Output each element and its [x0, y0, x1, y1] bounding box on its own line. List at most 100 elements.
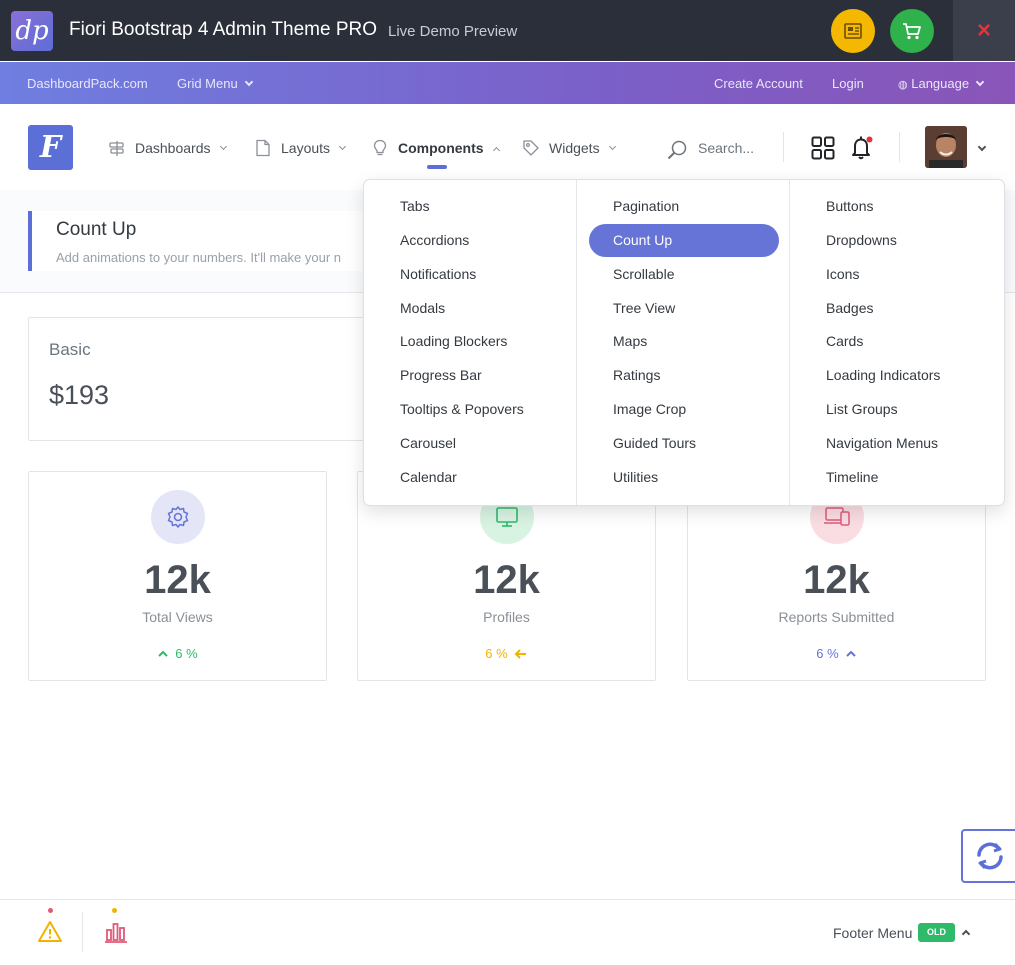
chevron-down-icon: [219, 142, 227, 150]
menu-item-calendar[interactable]: Calendar: [400, 469, 457, 485]
dropdown-column-3: Buttons Dropdowns Icons Badges Cards Loa…: [790, 180, 1004, 505]
stat-change-value: 6 %: [816, 646, 839, 661]
basic-count-card: Basic $193: [28, 317, 368, 441]
menu-item-tooltips-popovers[interactable]: Tooltips & Popovers: [400, 401, 524, 417]
cart-button[interactable]: [890, 9, 934, 53]
chevron-down-icon: [975, 77, 985, 87]
menu-item-cards[interactable]: Cards: [826, 333, 864, 349]
notification-dot: [48, 908, 53, 913]
menu-item-notifications[interactable]: Notifications: [400, 266, 477, 282]
notification-dot: [112, 908, 117, 913]
menu-item-guided-tours[interactable]: Guided Tours: [613, 435, 697, 451]
nav-components[interactable]: Components: [371, 139, 500, 157]
language-link[interactable]: ◍ Language: [898, 76, 985, 91]
refresh-button[interactable]: [961, 829, 1015, 883]
menu-item-image-crop[interactable]: Image Crop: [613, 401, 687, 417]
stat-change: 6 %: [358, 646, 655, 661]
header-divider: [899, 132, 900, 162]
page-description: Add animations to your numbers. It'll ma…: [56, 250, 342, 265]
login-link[interactable]: Login: [832, 76, 864, 91]
stat-label: Reports Submitted: [778, 609, 895, 625]
menu-item-dropdowns[interactable]: Dropdowns: [826, 232, 897, 248]
basic-card-value: $193: [49, 380, 110, 410]
grid-apps-icon[interactable]: [811, 136, 835, 165]
bell-icon[interactable]: [850, 134, 874, 167]
chevron-down-icon: [608, 142, 616, 150]
menu-item-tabs[interactable]: Tabs: [400, 198, 430, 214]
old-badge: OLD: [918, 923, 955, 942]
active-nav-indicator: [427, 165, 447, 169]
menu-item-pagination[interactable]: Pagination: [613, 198, 680, 214]
menu-item-icons[interactable]: Icons: [826, 266, 860, 282]
chevron-up-icon[interactable]: [961, 929, 971, 939]
tag-icon: [522, 139, 540, 157]
create-account-link[interactable]: Create Account: [714, 76, 803, 91]
globe-icon: ◍: [898, 79, 908, 91]
menu-item-progress-bar[interactable]: Progress Bar: [400, 367, 482, 383]
search-input[interactable]: Search...: [698, 140, 755, 156]
stat-change: 6 %: [29, 646, 326, 661]
stat-card-total-views: 12k Total Views 6 %: [28, 471, 327, 681]
brand-logo[interactable]: F: [28, 125, 73, 170]
dashboardpack-link[interactable]: DashboardPack.com: [27, 76, 148, 91]
newspaper-icon: [844, 23, 862, 39]
header-divider: [783, 132, 784, 162]
stat-change-value: 6 %: [175, 646, 198, 661]
bar-chart-icon[interactable]: [103, 919, 129, 945]
close-preview-button[interactable]: ×: [953, 0, 1015, 61]
search-icon[interactable]: [666, 139, 688, 166]
menu-item-navigation-menus[interactable]: Navigation Menus: [826, 435, 939, 451]
basic-card-label: Basic: [49, 340, 91, 359]
arrow-up-icon: [845, 650, 856, 657]
preview-title: Fiori Bootstrap 4 Admin Theme PRO: [69, 19, 377, 40]
nav-widgets-label: Widgets: [549, 140, 600, 156]
footer: Footer Menu OLD: [0, 899, 1015, 965]
menu-item-modals[interactable]: Modals: [400, 300, 446, 316]
menu-item-buttons[interactable]: Buttons: [826, 198, 874, 214]
menu-item-count-up[interactable]: Count Up: [589, 224, 779, 257]
gear-icon: [151, 490, 205, 544]
menu-item-tree-view[interactable]: Tree View: [613, 300, 676, 316]
nav-layouts[interactable]: Layouts: [254, 139, 347, 157]
top-links-bar: DashboardPack.com Grid Menu Create Accou…: [0, 62, 1015, 104]
warning-icon[interactable]: [37, 919, 63, 945]
signpost-icon: [108, 139, 126, 157]
chevron-down-icon[interactable]: [977, 142, 987, 152]
menu-item-timeline[interactable]: Timeline: [826, 469, 879, 485]
nav-widgets[interactable]: Widgets: [522, 139, 616, 157]
lightbulb-icon: [371, 139, 389, 157]
refresh-icon: [977, 842, 1003, 870]
grid-menu-link[interactable]: Grid Menu: [177, 76, 253, 91]
menu-item-accordions[interactable]: Accordions: [400, 232, 470, 248]
avatar[interactable]: [925, 126, 967, 168]
menu-item-list-groups[interactable]: List Groups: [826, 401, 898, 417]
menu-item-badges[interactable]: Badges: [826, 300, 874, 316]
header: F Dashboards Layouts Components Widgets …: [0, 104, 1015, 190]
nav-dashboards[interactable]: Dashboards: [108, 139, 227, 157]
menu-item-carousel[interactable]: Carousel: [400, 435, 457, 451]
news-button[interactable]: [831, 9, 875, 53]
stat-change: 6 %: [688, 646, 985, 661]
arrow-up-icon: [158, 650, 169, 657]
nav-dashboards-label: Dashboards: [135, 140, 211, 156]
page-icon: [254, 139, 272, 157]
nav-layouts-label: Layouts: [281, 140, 331, 156]
menu-item-scrollable[interactable]: Scrollable: [613, 266, 675, 282]
nav-components-label: Components: [398, 140, 484, 156]
menu-item-loading-blockers[interactable]: Loading Blockers: [400, 333, 508, 349]
footer-menu-button[interactable]: Footer Menu: [833, 925, 913, 941]
dp-logo[interactable]: dp: [11, 11, 53, 51]
menu-item-ratings[interactable]: Ratings: [613, 367, 661, 383]
stat-value: 12k: [803, 558, 870, 602]
close-icon: ×: [976, 16, 991, 44]
chevron-up-icon: [492, 146, 500, 154]
dropdown-column-1: Tabs Accordions Notifications Modals Loa…: [364, 180, 577, 505]
grid-menu-label: Grid Menu: [177, 76, 238, 91]
menu-item-maps[interactable]: Maps: [613, 333, 648, 349]
stat-label: Total Views: [142, 609, 213, 625]
cart-icon: [903, 23, 921, 40]
menu-item-loading-indicators[interactable]: Loading Indicators: [826, 367, 941, 383]
dropdown-column-2: Pagination Count Up Scrollable Tree View…: [577, 180, 790, 505]
menu-item-utilities[interactable]: Utilities: [613, 469, 659, 485]
chevron-down-icon: [339, 142, 347, 150]
